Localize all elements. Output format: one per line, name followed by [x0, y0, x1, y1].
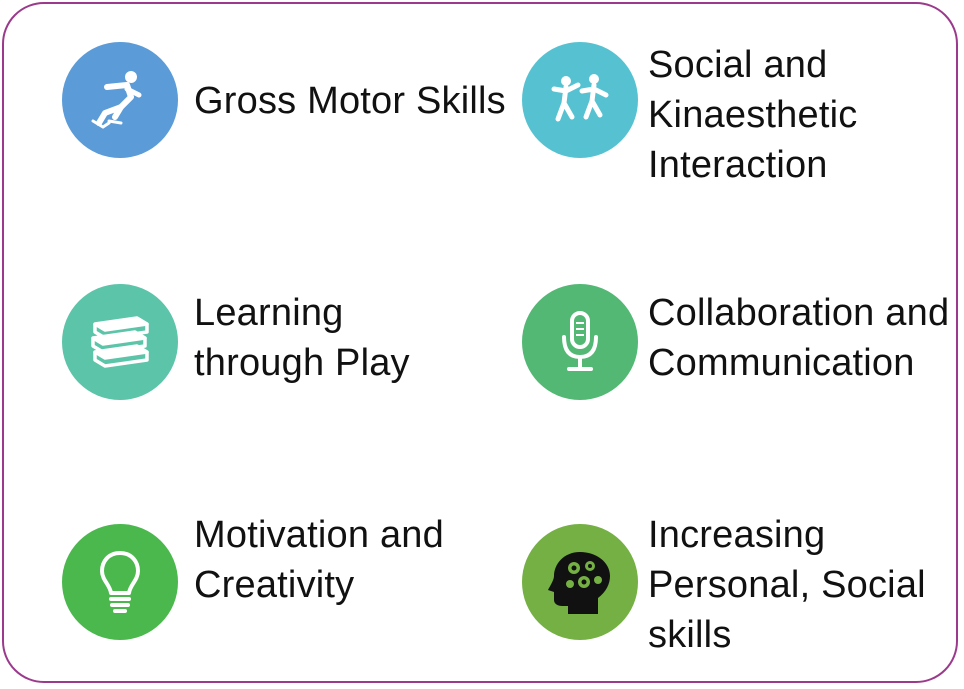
social-kinaesthetic-label: Social and Kinaesthetic Interaction — [648, 44, 858, 186]
social-kinaesthetic-circle — [522, 42, 638, 158]
motivation-label: Motivation and Creativity — [194, 514, 444, 606]
dancing-people-icon — [551, 74, 609, 122]
collaboration-label: Collaboration and Communication — [648, 292, 950, 384]
books-icon — [91, 316, 149, 368]
skater-icon — [91, 71, 142, 129]
personal-social-circle — [522, 524, 638, 640]
personal-social-label: Increasing Personal, Social skills — [648, 514, 926, 656]
microphone-icon — [562, 311, 598, 371]
collaboration-circle — [522, 284, 638, 400]
head-gears-icon — [548, 552, 610, 614]
motivation-circle — [62, 524, 178, 640]
lightbulb-icon — [100, 551, 140, 613]
gross-motor-circle — [62, 42, 178, 158]
learning-play-label: Learning through Play — [194, 292, 410, 384]
gross-motor-label: Gross Motor Skills — [194, 80, 506, 122]
learning-play-circle — [62, 284, 178, 400]
